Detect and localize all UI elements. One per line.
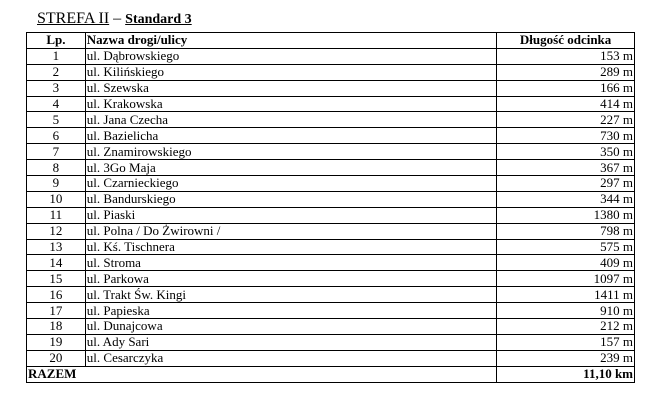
row-lp: 11 bbox=[26, 206, 86, 224]
row-length: 414 m bbox=[496, 95, 635, 113]
header-length: Długość odcinka bbox=[496, 32, 635, 49]
table-row: 10 ul. Bandurskiego 344 m bbox=[26, 190, 635, 208]
row-lp: 17 bbox=[26, 302, 86, 320]
row-name: ul. Ady Sari bbox=[84, 333, 498, 351]
row-lp: 18 bbox=[26, 318, 86, 335]
row-name: ul. 3Go Maja bbox=[84, 159, 498, 177]
row-length: 575 m bbox=[496, 238, 635, 256]
row-name: ul. Trakt Św. Kingi bbox=[84, 286, 498, 304]
row-length: 1097 m bbox=[496, 270, 635, 288]
row-name: ul. Kilińskiego bbox=[84, 63, 498, 81]
row-length: 153 m bbox=[496, 47, 635, 65]
row-length: 157 m bbox=[496, 333, 635, 351]
table-row: 11 ul. Piaski 1380 m bbox=[26, 206, 635, 224]
row-lp: 14 bbox=[26, 254, 86, 272]
row-length: 367 m bbox=[496, 159, 635, 177]
row-lp: 15 bbox=[26, 270, 86, 288]
row-name: ul. Stroma bbox=[84, 254, 498, 272]
table-row: 14 ul. Stroma 409 m bbox=[26, 254, 635, 272]
row-name: ul. Dąbrowskiego bbox=[84, 47, 498, 65]
row-lp: 6 bbox=[26, 127, 86, 145]
row-length: 350 m bbox=[496, 143, 635, 161]
row-length: 212 m bbox=[496, 318, 635, 335]
table-row: 8 ul. 3Go Maja 367 m bbox=[26, 159, 635, 177]
table-row: 12 ul. Polna / Do Żwirowni /798 m bbox=[26, 222, 635, 240]
standard-title: Standard 3 bbox=[125, 12, 192, 27]
row-length: 239 m bbox=[496, 349, 635, 367]
row-lp: 1 bbox=[26, 47, 86, 65]
row-name: ul. Parkowa bbox=[84, 270, 498, 288]
row-length: 297 m bbox=[496, 175, 635, 192]
row-length: 1380 m bbox=[496, 206, 635, 224]
table-row: 9 ul. Czarnieckiego 297 m bbox=[26, 175, 635, 192]
total-value: 11,10 km bbox=[496, 365, 635, 383]
row-lp: 5 bbox=[26, 111, 86, 129]
row-length: 1411 m bbox=[496, 286, 635, 304]
table-row: 4 ul. Krakowska 414 m bbox=[26, 95, 635, 113]
table-row: 7 ul. Znamirowskiego 350 m bbox=[26, 143, 635, 161]
table-row: 6 ul. Bazielicha 730 m bbox=[26, 127, 635, 145]
row-lp: 2 bbox=[26, 63, 86, 81]
row-length: 798 m bbox=[496, 222, 635, 240]
total-label: RAZEM bbox=[25, 365, 498, 383]
table-row: 16 ul. Trakt Św. Kingi 1411 m bbox=[26, 286, 635, 304]
table-row: 19 ul. Ady Sari 157 m bbox=[26, 333, 635, 351]
row-name: ul. Jana Czecha bbox=[84, 111, 498, 129]
row-lp: 7 bbox=[26, 143, 86, 161]
row-lp: 20 bbox=[26, 349, 86, 367]
table-row: 13 ul. Kś. Tischnera 575 m bbox=[26, 238, 635, 256]
row-lp: 4 bbox=[26, 95, 86, 113]
row-length: 409 m bbox=[496, 254, 635, 272]
row-length: 730 m bbox=[496, 127, 635, 145]
row-name: ul. Znamirowskiego bbox=[84, 143, 498, 161]
row-lp: 8 bbox=[26, 159, 86, 177]
table-row: 3 ul. Szewska 166 m bbox=[26, 79, 635, 97]
row-name: ul. Bazielicha bbox=[84, 127, 498, 145]
row-name: ul. Polna / Do Żwirowni / bbox=[84, 222, 498, 240]
table-row: 18 ul. Dunajcowa 212 m bbox=[26, 318, 635, 335]
row-lp: 9 bbox=[26, 175, 86, 192]
row-length: 344 m bbox=[496, 190, 635, 208]
row-lp: 12 bbox=[26, 222, 86, 240]
row-lp: 3 bbox=[26, 79, 86, 97]
row-name: ul. Piaski bbox=[84, 206, 498, 224]
row-length: 227 m bbox=[496, 111, 635, 129]
row-lp: 19 bbox=[26, 333, 86, 351]
header-lp: Lp. bbox=[26, 32, 86, 49]
row-name: ul. Cesarczyka bbox=[84, 349, 498, 367]
row-lp: 10 bbox=[26, 190, 86, 208]
table-row: 2 ul. Kilińskiego 289 m bbox=[26, 63, 635, 81]
row-lp: 13 bbox=[26, 238, 86, 256]
table-header-row: Lp. Nazwa drogi/ulicy Długość odcinka bbox=[26, 32, 635, 49]
row-length: 166 m bbox=[496, 79, 635, 97]
row-name: ul. Dunajcowa bbox=[84, 318, 498, 335]
row-name: ul. Papieska bbox=[84, 302, 498, 320]
row-name: ul. Krakowska bbox=[84, 95, 498, 113]
zone-title: STREFA II bbox=[37, 10, 110, 27]
row-name: ul. Szewska bbox=[84, 79, 498, 97]
header-name: Nazwa drogi/ulicy bbox=[84, 32, 498, 49]
row-length: 910 m bbox=[496, 302, 635, 320]
row-lp: 16 bbox=[26, 286, 86, 304]
row-name: ul. Czarnieckiego bbox=[84, 175, 498, 192]
table-row: 5 ul. Jana Czecha 227 m bbox=[26, 111, 635, 129]
row-name: ul. Bandurskiego bbox=[84, 190, 498, 208]
document-title: STREFA II – Standard 3 bbox=[37, 9, 192, 30]
title-separator: – bbox=[109, 10, 126, 27]
row-name: ul. Kś. Tischnera bbox=[84, 238, 498, 256]
table-row: 20 ul. Cesarczyka 239 m bbox=[26, 349, 635, 367]
table-row: 17 ul. Papieska 910 m bbox=[26, 302, 635, 320]
table-row: 1 ul. Dąbrowskiego 153 m bbox=[26, 47, 635, 65]
table-row: 15 ul. Parkowa 1097 m bbox=[26, 270, 635, 288]
row-length: 289 m bbox=[496, 63, 635, 81]
total-row: RAZEM 11,10 km bbox=[25, 365, 635, 383]
